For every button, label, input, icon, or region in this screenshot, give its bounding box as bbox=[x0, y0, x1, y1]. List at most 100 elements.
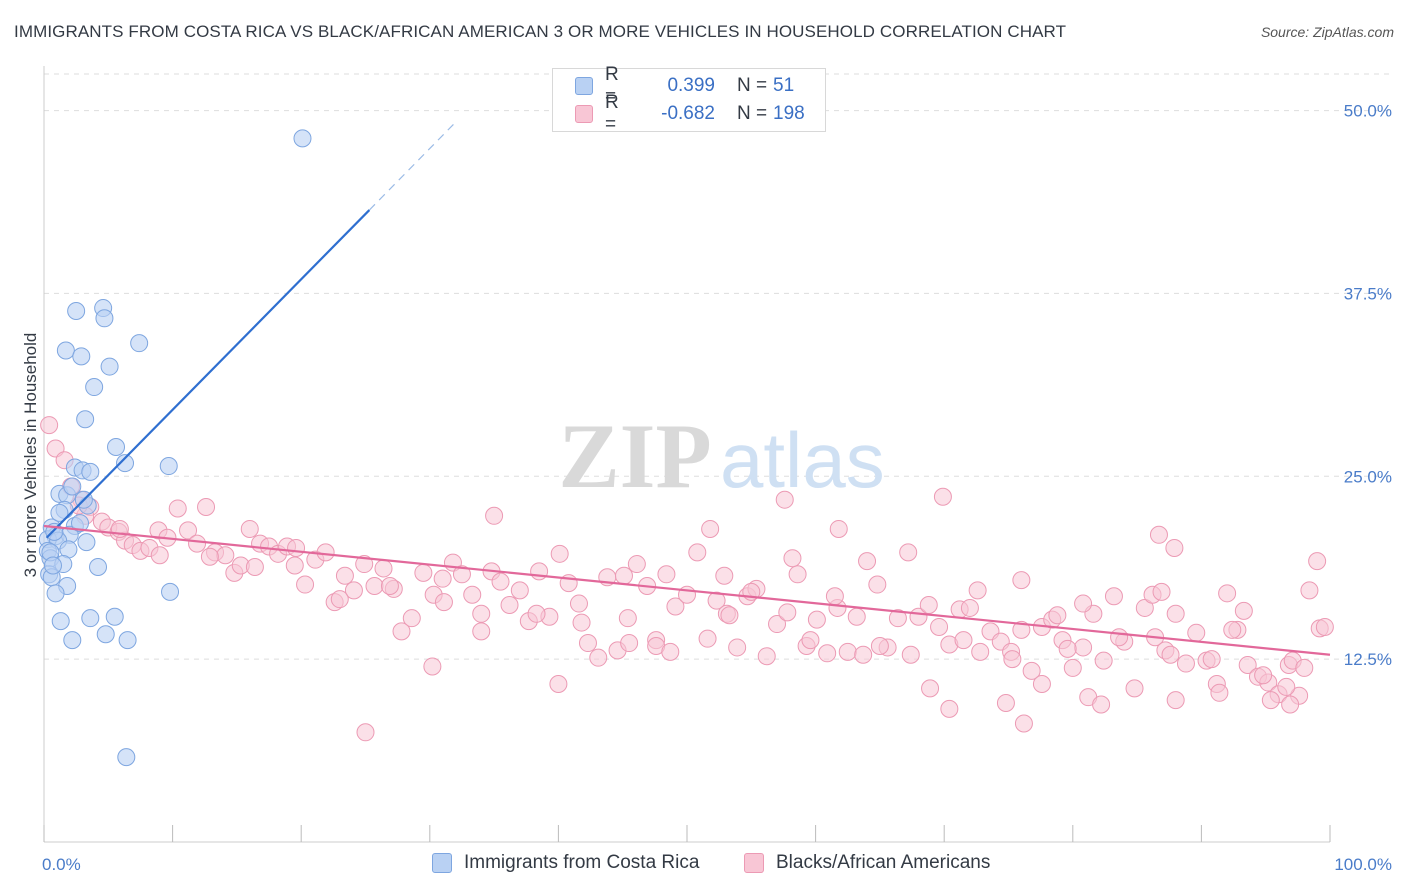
data-point-costa-rica bbox=[117, 748, 136, 767]
legend-label-blacks: Blacks/African Americans bbox=[776, 852, 991, 873]
data-point-blacks bbox=[472, 604, 491, 623]
data-point-blacks bbox=[1218, 584, 1237, 603]
data-point-blacks bbox=[1058, 639, 1077, 658]
data-point-costa-rica bbox=[71, 514, 90, 533]
data-point-blacks bbox=[491, 572, 510, 591]
data-point-blacks bbox=[527, 604, 546, 623]
data-point-blacks bbox=[930, 617, 949, 636]
data-point-costa-rica bbox=[105, 607, 124, 626]
data-point-blacks bbox=[1125, 679, 1144, 698]
watermark: ZIP atlas bbox=[558, 405, 884, 507]
data-point-blacks bbox=[899, 543, 918, 562]
data-point-blacks bbox=[614, 566, 633, 585]
data-point-blacks bbox=[701, 519, 720, 538]
data-point-costa-rica bbox=[107, 438, 126, 457]
legend-item-costa-rica[interactable]: Immigrants from Costa Rica bbox=[432, 852, 699, 874]
series-costa-rica-points bbox=[38, 129, 312, 767]
data-point-blacks bbox=[40, 416, 59, 435]
chart-title: IMMIGRANTS FROM COSTA RICA VS BLACK/AFRI… bbox=[14, 22, 1067, 41]
data-point-blacks bbox=[996, 694, 1015, 713]
data-point-costa-rica bbox=[51, 612, 70, 631]
data-point-blacks bbox=[807, 610, 826, 629]
data-point-blacks bbox=[356, 723, 375, 742]
data-point-blacks bbox=[627, 555, 646, 574]
data-point-blacks bbox=[888, 609, 907, 628]
data-point-blacks bbox=[423, 657, 442, 676]
data-point-blacks bbox=[463, 585, 482, 604]
data-point-blacks bbox=[150, 546, 169, 565]
data-point-blacks bbox=[402, 609, 421, 628]
data-point-blacks bbox=[757, 647, 776, 666]
legend-item-blacks[interactable]: Blacks/African Americans bbox=[744, 852, 990, 874]
legend-swatch-blue bbox=[432, 853, 452, 873]
data-point-costa-rica bbox=[89, 557, 108, 576]
data-point-blacks bbox=[344, 581, 363, 600]
legend-r-label: R = bbox=[605, 92, 619, 135]
data-point-blacks bbox=[666, 597, 685, 616]
data-point-blacks bbox=[801, 631, 820, 650]
data-point-blacks bbox=[968, 581, 987, 600]
data-point-blacks bbox=[960, 598, 979, 617]
data-point-blacks bbox=[1254, 666, 1273, 685]
data-point-costa-rica bbox=[85, 378, 104, 397]
legend-n-label: N = bbox=[737, 75, 768, 96]
data-point-blacks bbox=[858, 552, 877, 571]
data-point-costa-rica bbox=[46, 584, 65, 603]
y-tick-label: 12.5% bbox=[1344, 650, 1392, 669]
data-point-blacks bbox=[728, 638, 747, 657]
axes bbox=[43, 66, 1331, 843]
data-point-costa-rica bbox=[293, 129, 312, 148]
data-point-blacks bbox=[788, 565, 807, 584]
data-point-blacks bbox=[707, 591, 726, 610]
data-point-blacks bbox=[245, 557, 264, 576]
source-credit: Source: ZipAtlas.com bbox=[1260, 24, 1394, 40]
data-point-blacks bbox=[1277, 677, 1296, 696]
data-point-blacks bbox=[1048, 606, 1067, 625]
legend-swatch-pink bbox=[575, 105, 593, 123]
data-point-costa-rica bbox=[96, 625, 115, 644]
y-tick-label: 50.0% bbox=[1344, 102, 1392, 121]
data-point-blacks bbox=[335, 566, 354, 585]
y-tick-label: 37.5% bbox=[1344, 284, 1392, 303]
data-point-blacks bbox=[1149, 525, 1168, 544]
data-point-blacks bbox=[1210, 683, 1229, 702]
y-axis-label: 3 or more Vehicles in Household bbox=[21, 333, 40, 578]
watermark-zip: ZIP bbox=[558, 405, 711, 507]
data-point-blacks bbox=[870, 636, 889, 655]
data-point-blacks bbox=[1176, 654, 1195, 673]
data-point-blacks bbox=[1152, 582, 1171, 601]
data-point-blacks bbox=[618, 609, 637, 628]
data-point-costa-rica bbox=[161, 582, 180, 601]
data-point-blacks bbox=[316, 543, 335, 562]
data-point-costa-rica bbox=[63, 631, 82, 650]
watermark-atlas: atlas bbox=[720, 416, 885, 504]
trend-line-blacks bbox=[43, 524, 1331, 656]
data-point-blacks bbox=[971, 642, 990, 661]
data-point-blacks bbox=[374, 559, 393, 578]
data-point-costa-rica bbox=[159, 457, 178, 476]
data-point-blacks bbox=[919, 596, 938, 615]
data-point-blacks bbox=[472, 622, 491, 641]
data-point-costa-rica bbox=[50, 503, 69, 522]
data-point-blacks bbox=[1202, 650, 1221, 669]
data-point-blacks bbox=[847, 607, 866, 626]
correlation-legend: R = 0.399 N = 51 R = -0.682 N = 198 bbox=[552, 64, 826, 135]
data-point-costa-rica bbox=[100, 357, 119, 376]
data-point-blacks bbox=[1234, 601, 1253, 620]
data-point-blacks bbox=[940, 699, 959, 718]
data-point-blacks bbox=[1166, 691, 1185, 710]
data-point-blacks bbox=[1104, 587, 1123, 606]
x-tick-label: 0.0% bbox=[42, 855, 81, 874]
series-legend: Immigrants from Costa Rica Blacks/Africa… bbox=[0, 852, 1406, 878]
data-point-costa-rica bbox=[63, 477, 82, 496]
tick-labels: 12.5% 25.0% 37.5% 50.0% 0.0% 100.0% bbox=[42, 102, 1392, 874]
data-point-costa-rica bbox=[76, 410, 95, 429]
data-point-blacks bbox=[1238, 655, 1257, 674]
data-point-blacks bbox=[1300, 581, 1319, 600]
data-point-costa-rica bbox=[118, 631, 137, 650]
data-point-blacks bbox=[1074, 594, 1093, 613]
data-point-blacks bbox=[1166, 604, 1185, 623]
data-point-costa-rica bbox=[67, 301, 86, 320]
data-point-blacks bbox=[200, 547, 219, 566]
legend-r-value: 0.399 bbox=[667, 75, 715, 96]
